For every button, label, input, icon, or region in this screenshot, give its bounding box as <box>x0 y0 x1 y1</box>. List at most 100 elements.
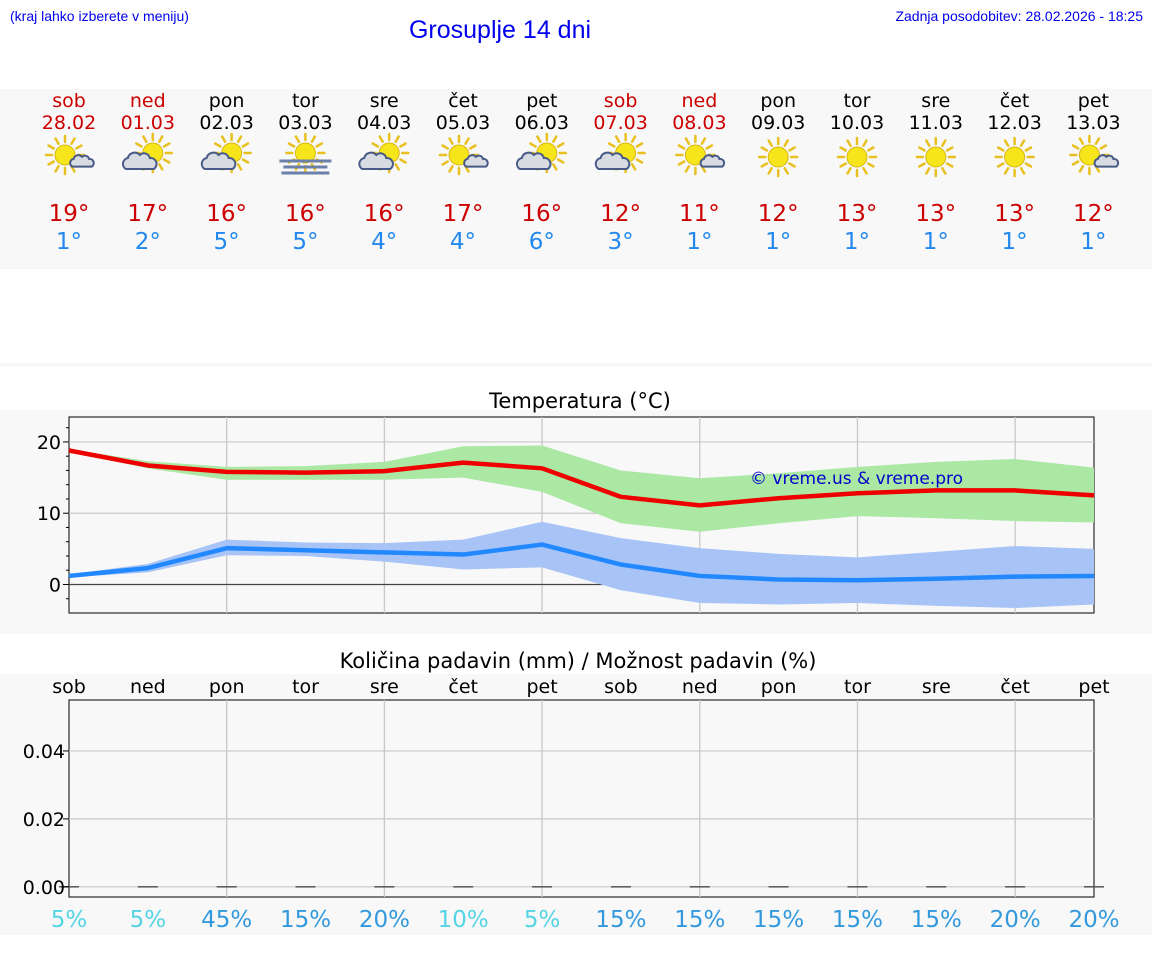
day-name: čet <box>1000 90 1030 112</box>
divider-band <box>0 363 1152 367</box>
min-temp: 1° <box>765 229 791 255</box>
min-temp: 4° <box>371 229 397 255</box>
sun-icon <box>757 136 799 178</box>
watermark: © vreme.us & vreme.pro <box>750 469 963 489</box>
precip-day-label: sob <box>52 676 86 698</box>
sun-icon <box>994 136 1035 178</box>
y-tick-label: 0.04 <box>23 741 65 763</box>
y-tick-label: 0.00 <box>23 877 65 899</box>
max-temp: 13° <box>994 201 1035 227</box>
day-date: 08.03 <box>672 112 726 134</box>
day-date: 10.03 <box>830 112 884 134</box>
probability-label: 15% <box>595 907 646 933</box>
sun-glyph <box>1069 134 1110 176</box>
cloud-glyph <box>515 151 552 170</box>
cloud-sun-icon <box>358 132 410 174</box>
precipitation-plot-area <box>68 699 1095 898</box>
min-temp: 5° <box>292 229 318 255</box>
day-date: 13.03 <box>1066 112 1120 134</box>
probability-label: 5% <box>524 907 561 933</box>
day-name: sre <box>370 90 399 112</box>
precip-day-label: čet <box>448 676 478 698</box>
cloud-sun-icon <box>200 132 252 174</box>
max-temp: 16° <box>521 201 562 227</box>
cloud-glyph <box>699 154 726 168</box>
temperature-bands <box>69 445 1094 609</box>
min-temp: 5° <box>214 229 240 255</box>
temperature-chart: Temperatura (°C) 0 10 20 © vreme.us & vrem… <box>37 389 1095 614</box>
probability-label: 5% <box>130 907 167 933</box>
precip-bar <box>1005 886 1026 888</box>
min-range-band <box>69 521 1094 609</box>
min-temp: 1° <box>1002 229 1028 255</box>
day-name: pet <box>526 90 557 112</box>
precip-day-label: ned <box>682 676 718 698</box>
precip-bar <box>532 886 553 888</box>
max-temp: 11° <box>679 201 720 227</box>
y-tick-label: 20 <box>37 432 61 454</box>
precip-bar <box>847 886 868 888</box>
day-date: 01.03 <box>121 112 175 134</box>
max-temp: 13° <box>915 201 956 227</box>
temperature-lines <box>68 448 1095 583</box>
day-name: pon <box>209 90 245 112</box>
fog-sun-icon <box>279 132 332 175</box>
day-date: 02.03 <box>199 112 253 134</box>
day-date: 03.03 <box>278 112 332 134</box>
sun-glyph <box>915 136 957 178</box>
max-temp: 16° <box>285 201 326 227</box>
precip-bar <box>374 886 395 888</box>
day-name: sre <box>921 90 950 112</box>
probability-label: 20% <box>359 907 410 933</box>
min-temp: 4° <box>450 229 476 255</box>
day-date: 04.03 <box>357 112 411 134</box>
precipitation-day-labels: sob ned pon tor sre čet pet sob ned pon tor sre čet p… <box>52 676 1109 698</box>
max-temperature-line <box>68 448 1095 508</box>
min-temp: 1° <box>923 229 949 255</box>
day-date: 11.03 <box>909 112 963 134</box>
cloud-sun-icon <box>121 132 174 174</box>
precip-day-label: sre <box>922 676 951 698</box>
precip-day-label: čet <box>1000 676 1030 698</box>
sun-cloud-icon <box>1069 134 1120 176</box>
precip-day-label: tor <box>844 676 871 698</box>
probability-label: 5% <box>51 907 88 933</box>
probability-label: 15% <box>911 907 962 933</box>
day-name: ned <box>130 90 166 112</box>
sun-glyph <box>836 136 878 178</box>
day-date: 06.03 <box>515 112 569 134</box>
cloud-glyph <box>121 151 158 170</box>
probability-label: 20% <box>1068 907 1119 933</box>
page-title: Grosuplje 14 dni <box>408 16 592 44</box>
day-name: tor <box>844 90 871 112</box>
min-temp: 1° <box>56 229 82 255</box>
probability-label: 20% <box>990 907 1041 933</box>
probability-label: 15% <box>280 907 331 933</box>
sun-icon <box>915 136 957 178</box>
last-update: Zadnja posodobitev: 28.02.2026 - 18:25 <box>895 8 1143 24</box>
sun-cloud-icon <box>675 134 726 176</box>
cloud-glyph <box>69 154 95 168</box>
min-temp: 2° <box>135 229 161 255</box>
day-name: pon <box>760 90 796 112</box>
max-range-band <box>69 445 1094 532</box>
precip-day-label: ned <box>130 676 166 698</box>
max-temp: 12° <box>1073 201 1114 227</box>
precip-bar <box>689 886 710 888</box>
location-hint: (kraj lahko izberete v meniju) <box>10 8 189 24</box>
day-name: sob <box>604 90 638 112</box>
precipitation-grid <box>69 700 1094 897</box>
precip-bar <box>610 886 631 888</box>
day-date: 28.02 <box>42 112 96 134</box>
max-temp: 13° <box>837 201 878 227</box>
forecast-strip: sob28.0219°1°ned01.0317°2°pon02.0316°5°t… <box>42 90 1121 255</box>
